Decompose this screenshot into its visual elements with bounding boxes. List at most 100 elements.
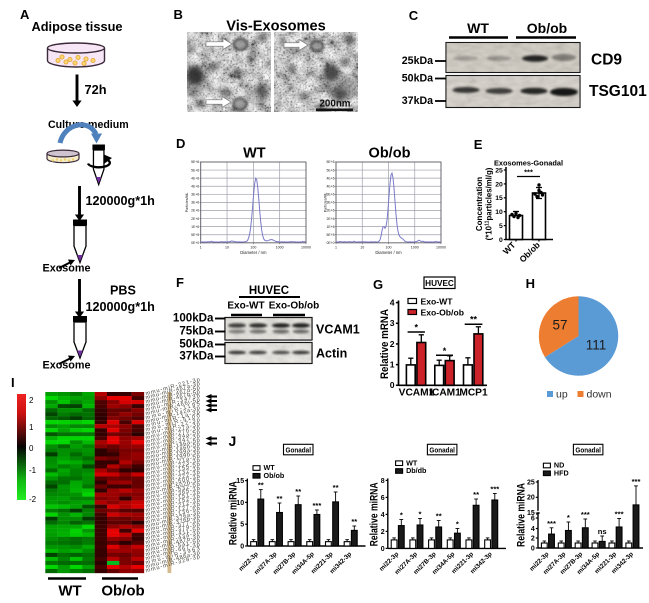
svg-text:*: *	[419, 510, 422, 519]
svg-text:-1: -1	[29, 466, 37, 475]
svg-text:up: up	[556, 388, 568, 400]
svg-text:120000g*1h: 120000g*1h	[86, 194, 155, 208]
svg-text:Exo-Ob/ob: Exo-Ob/ob	[269, 301, 320, 312]
svg-text:2E+6: 2E+6	[326, 217, 334, 221]
svg-text:25kDa: 25kDa	[402, 55, 433, 67]
svg-text:Db/db: Db/db	[406, 466, 427, 475]
svg-text:HFD: HFD	[554, 468, 569, 477]
svg-text:*: *	[414, 323, 418, 333]
svg-text:15: 15	[236, 478, 244, 485]
svg-text:down: down	[587, 388, 612, 400]
svg-text:1E+6: 1E+6	[191, 225, 199, 229]
svg-text:WT: WT	[264, 463, 276, 472]
svg-text:Particles/ML: Particles/ML	[324, 193, 328, 213]
svg-text:37kDa: 37kDa	[402, 95, 433, 107]
svg-text:5E+6: 5E+6	[326, 168, 334, 172]
svg-text:2E+6: 2E+6	[326, 209, 334, 213]
svg-text:**: **	[277, 494, 283, 503]
svg-text:(*1011particles/ml/g): (*1011particles/ml/g)	[485, 167, 494, 240]
svg-text:37kDa: 37kDa	[179, 350, 214, 363]
svg-text:100: 100	[386, 245, 392, 249]
svg-text:*: *	[443, 346, 447, 356]
svg-text:200nm: 200nm	[319, 99, 350, 110]
svg-text:1: 1	[335, 245, 337, 249]
svg-text:3E+6: 3E+6	[326, 193, 334, 197]
svg-text:WT: WT	[58, 583, 81, 600]
svg-text:Gonadal: Gonadal	[575, 445, 601, 454]
svg-text:Relative miRNA: Relative miRNA	[516, 483, 528, 547]
svg-text:10: 10	[360, 245, 364, 249]
svg-text:**: **	[351, 517, 357, 526]
svg-text:Exo-WT: Exo-WT	[421, 296, 454, 306]
svg-text:Ob/ob: Ob/ob	[264, 471, 285, 480]
svg-text:100: 100	[250, 245, 256, 249]
svg-text:**: **	[473, 490, 479, 499]
svg-text:5E+5: 5E+5	[326, 233, 334, 237]
svg-text:WT: WT	[243, 146, 266, 162]
svg-text:TSG101: TSG101	[589, 83, 647, 100]
svg-text:1: 1	[29, 423, 34, 432]
svg-text:Ob/ob: Ob/ob	[101, 583, 144, 600]
svg-text:15: 15	[527, 510, 535, 517]
svg-text:Exo-Ob/ob: Exo-Ob/ob	[421, 307, 464, 317]
svg-text:1000: 1000	[276, 245, 284, 249]
svg-text:F: F	[176, 275, 184, 290]
svg-text:4: 4	[390, 298, 395, 308]
svg-text:Concentration: Concentration	[475, 177, 484, 231]
svg-text:5E+6: 5E+6	[191, 168, 199, 172]
svg-text:50kDa: 50kDa	[402, 73, 433, 85]
svg-text:*: *	[567, 513, 570, 522]
svg-text:*: *	[400, 511, 403, 520]
svg-text:2: 2	[29, 396, 34, 405]
svg-text:1: 1	[200, 245, 202, 249]
svg-text:VCAM1: VCAM1	[399, 388, 435, 399]
svg-text:G: G	[373, 277, 383, 292]
svg-text:Relative miRNA: Relative miRNA	[369, 482, 381, 546]
svg-text:C: C	[409, 8, 419, 23]
svg-text:**: **	[258, 481, 264, 490]
svg-text:WT: WT	[501, 239, 518, 256]
svg-text:20: 20	[495, 181, 503, 188]
svg-text:Ob/ob: Ob/ob	[369, 146, 411, 162]
svg-text:ICAM1: ICAM1	[429, 388, 461, 399]
svg-text:Ob/ob: Ob/ob	[517, 240, 542, 265]
svg-text:15: 15	[495, 195, 503, 202]
svg-text:Exosomes-Gonadal: Exosomes-Gonadal	[494, 159, 563, 168]
svg-text:0E+0: 0E+0	[191, 241, 199, 245]
svg-text:4: 4	[531, 526, 535, 533]
svg-text:ND: ND	[554, 461, 564, 470]
svg-text:H: H	[526, 276, 535, 291]
svg-text:**: **	[333, 483, 339, 492]
svg-text:72h: 72h	[85, 82, 107, 97]
svg-text:-2: -2	[29, 495, 37, 504]
svg-text:J: J	[229, 433, 237, 449]
svg-text:4E+6: 4E+6	[326, 184, 334, 188]
svg-text:5E+6: 5E+6	[326, 160, 334, 164]
svg-text:57: 57	[552, 318, 567, 333]
svg-text:**: **	[295, 487, 301, 496]
svg-text:20: 20	[527, 495, 535, 502]
svg-text:25: 25	[495, 167, 503, 174]
svg-text:120000g*1h: 120000g*1h	[86, 300, 155, 314]
svg-text:***: ***	[312, 501, 321, 510]
svg-text:0: 0	[499, 237, 503, 244]
svg-text:10: 10	[236, 500, 244, 507]
svg-text:Exosome: Exosome	[43, 263, 91, 275]
svg-text:HUVEC: HUVEC	[425, 279, 454, 288]
svg-text:Adipose tissue: Adipose tissue	[31, 19, 122, 34]
svg-text:2: 2	[381, 529, 385, 536]
svg-text:Relative mRNA: Relative mRNA	[379, 309, 391, 379]
svg-text:***: ***	[581, 510, 590, 519]
svg-text:**: **	[470, 315, 478, 325]
svg-text:1E+6: 1E+6	[326, 225, 334, 229]
svg-text:E: E	[474, 137, 483, 152]
svg-text:CD9: CD9	[591, 52, 622, 69]
svg-text:***: ***	[524, 168, 533, 177]
svg-text:6: 6	[531, 515, 535, 522]
svg-text:3E+6: 3E+6	[326, 201, 334, 205]
svg-text:75kDa: 75kDa	[179, 325, 214, 338]
svg-text:D: D	[176, 136, 185, 151]
svg-text:10000: 10000	[301, 245, 311, 249]
svg-text:0: 0	[29, 444, 34, 453]
svg-text:5E+5: 5E+5	[191, 233, 199, 237]
